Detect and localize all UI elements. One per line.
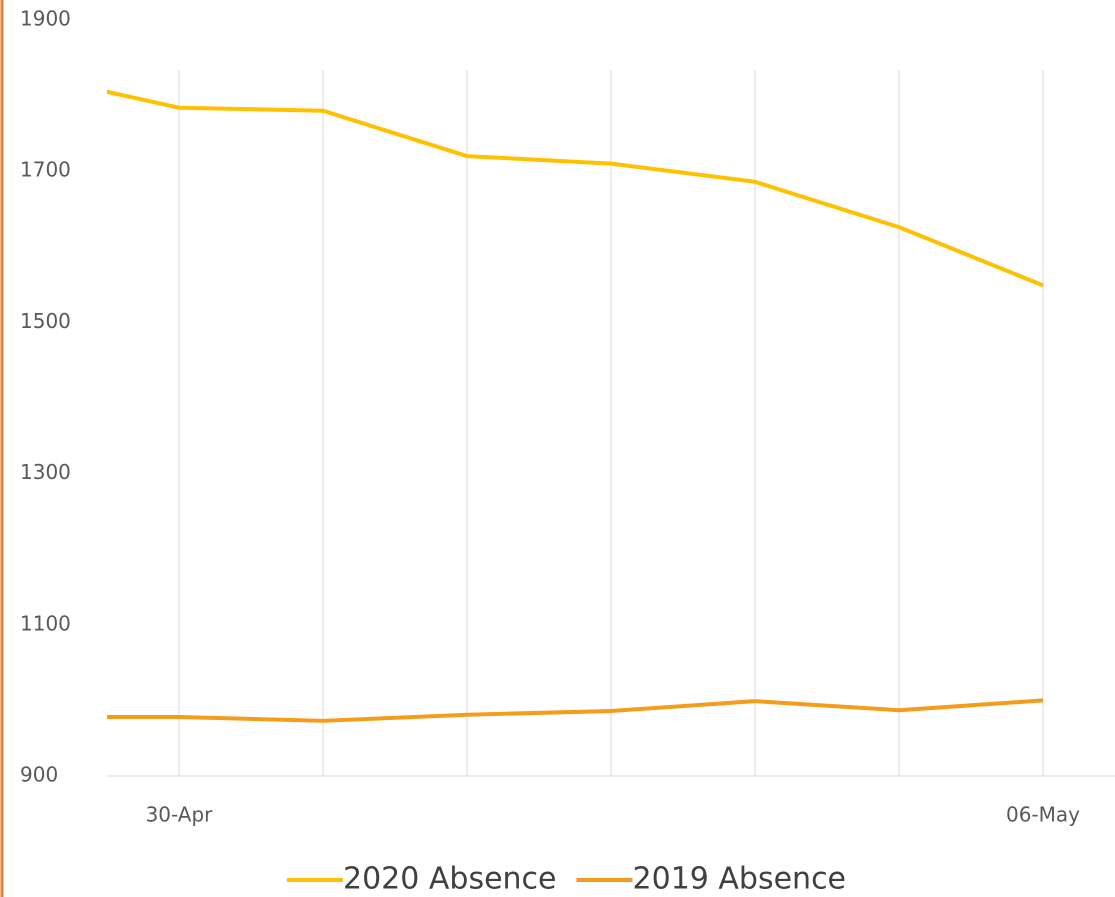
series-line bbox=[107, 89, 1044, 288]
x-tick-label: 30-Apr bbox=[146, 803, 214, 827]
series-line bbox=[107, 698, 1044, 723]
y-tick-label: 1100 bbox=[20, 611, 71, 635]
legend-label: 2020 Absence bbox=[343, 862, 557, 897]
y-tick-label: 1300 bbox=[20, 460, 71, 484]
y-tick-label: 1500 bbox=[20, 309, 71, 333]
legend: 2020 Absence 2019 Absence bbox=[287, 862, 846, 897]
plot-area bbox=[107, 89, 1044, 723]
y-tick-label: 1700 bbox=[20, 158, 71, 182]
legend-label: 2019 Absence bbox=[633, 862, 847, 897]
y-tick-label: 1900 bbox=[20, 7, 71, 31]
x-tick-label: 06-May bbox=[1006, 803, 1080, 827]
y-tick-label: 900 bbox=[20, 763, 58, 787]
